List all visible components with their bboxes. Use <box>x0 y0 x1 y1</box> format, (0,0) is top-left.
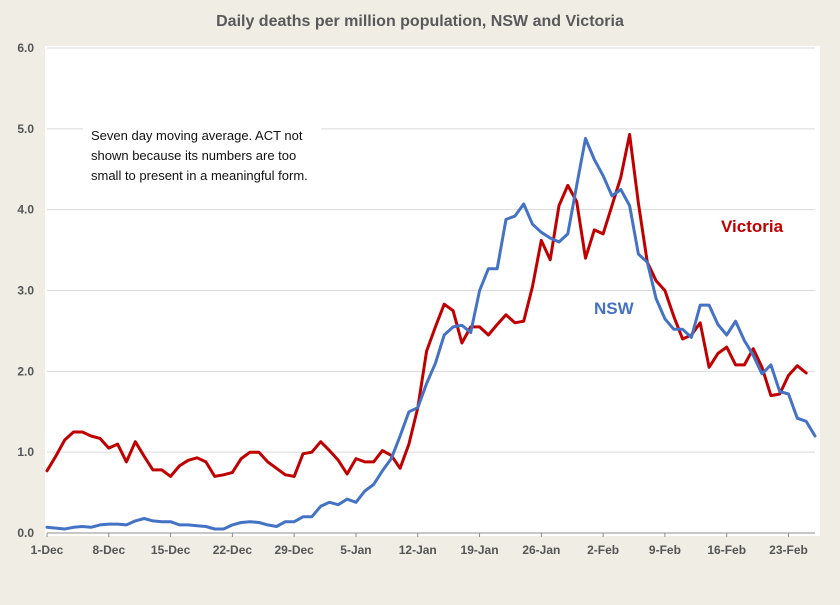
x-tick-label: 5-Jan <box>340 543 371 557</box>
y-tick-label: 1.0 <box>17 445 34 459</box>
chart-title: Daily deaths per million population, NSW… <box>216 13 624 30</box>
x-tick-label: 29-Dec <box>274 543 314 557</box>
chart-annotation: Seven day moving average. ACT not shown … <box>83 122 321 190</box>
series-line-nsw <box>45 137 817 531</box>
x-tick-label: 19-Jan <box>461 543 499 557</box>
x-tick-label: 23-Feb <box>769 543 808 557</box>
y-axis: 0.0 1.0 2.0 3.0 4.0 5.0 6.0 <box>17 41 34 540</box>
y-tick-label: 3.0 <box>17 284 34 298</box>
series-line-victoria <box>45 133 808 478</box>
y-tick-label: 4.0 <box>17 203 34 217</box>
x-tick-label: 8-Dec <box>92 543 125 557</box>
x-tick-label: 12-Jan <box>399 543 437 557</box>
series-lines <box>45 133 817 531</box>
x-tick-label: 22-Dec <box>213 543 253 557</box>
series-label-nsw: NSW <box>594 299 635 318</box>
x-tick-label: 16-Feb <box>707 543 746 557</box>
x-tick-label: 15-Dec <box>151 543 191 557</box>
x-tick-label: 2-Feb <box>587 543 619 557</box>
y-tick-label: 5.0 <box>17 122 34 136</box>
series-label-victoria: Victoria <box>721 217 784 236</box>
y-tick-label: 6.0 <box>17 41 34 55</box>
x-tick-label: 9-Feb <box>649 543 681 557</box>
y-tick-label: 2.0 <box>17 364 34 378</box>
x-tick-label: 26-Jan <box>522 543 560 557</box>
x-axis: 1-Dec 8-Dec 15-Dec 22-Dec 29-Dec 5-Jan 12-Jan 1… <box>31 532 815 557</box>
y-tick-label: 0.0 <box>17 526 34 540</box>
x-tick-label: 1-Dec <box>31 543 64 557</box>
